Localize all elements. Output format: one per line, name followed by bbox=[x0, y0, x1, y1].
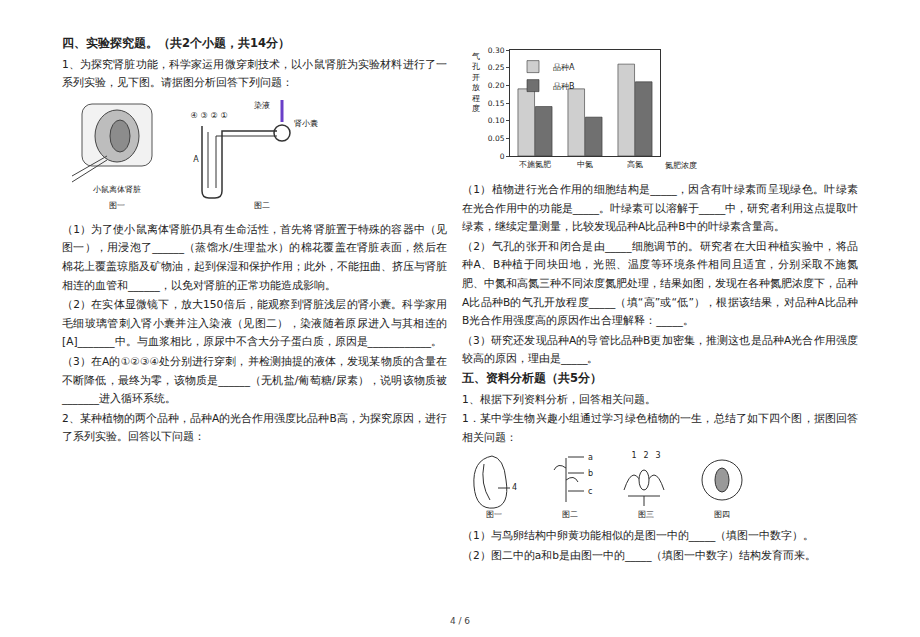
html-text:1．某中学生物兴趣小组通过学习绿色植物的一生，总结了如下四个: 1．某中学生物兴趣小组通过学习绿色植物的一生，总结了如下四个图，据图回答相关问题… bbox=[462, 412, 858, 443]
svg-text:1: 1 bbox=[631, 451, 636, 460]
svg-text:②: ② bbox=[210, 111, 217, 120]
html-text:（1）为了使小鼠离体肾脏仍具有生命活性，首先将肾脏置于特殊的: （1）为了使小鼠离体肾脏仍具有生命活性，首先将肾脏置于特殊的容器中（见图一），用… bbox=[62, 222, 447, 291]
svg-text:0.10: 0.10 bbox=[488, 116, 505, 125]
svg-text:图一: 图一 bbox=[486, 510, 502, 519]
svg-text:图二: 图二 bbox=[254, 201, 270, 210]
svg-text:③: ③ bbox=[200, 111, 207, 120]
svg-text:0: 0 bbox=[500, 152, 505, 161]
svg-text:0.25: 0.25 bbox=[488, 63, 505, 72]
svg-text:中氮: 中氮 bbox=[577, 160, 593, 169]
svg-text:品种A: 品种A bbox=[553, 63, 575, 72]
html-text:（1）与鸟卵结构中卵黄功能相似的是图一中的_____（填图一: （1）与鸟卵结构中卵黄功能相似的是图一中的_____（填图一中数字）。 bbox=[462, 529, 815, 542]
svg-text:品种B: 品种B bbox=[553, 82, 575, 91]
svg-text:小鼠离体肾脏: 小鼠离体肾脏 bbox=[93, 185, 141, 194]
svg-text:染液: 染液 bbox=[254, 101, 270, 110]
html-text:五、资料分析题（共5分）: 五、资料分析题（共5分） bbox=[462, 370, 602, 385]
html-text:2、某种植物的两个品种，品种A的光合作用强度比品种B高，为探: 2、某种植物的两个品种，品种A的光合作用强度比品种B高，为探究原因，进行了系列实… bbox=[62, 411, 447, 443]
html-text:四、实验探究题。（共2个小题，共14分）: 四、实验探究题。（共2个小题，共14分） bbox=[62, 36, 290, 50]
svg-text:高氮: 高氮 bbox=[627, 160, 643, 169]
svg-text:氮肥浓度: 氮肥浓度 bbox=[665, 161, 697, 170]
svg-text:图一: 图一 bbox=[109, 201, 125, 210]
html-text:（1）植物进行光合作用的细胞结构是_____，因含有叶绿素而: （1）植物进行光合作用的细胞结构是_____，因含有叶绿素而呈现绿色。叶绿素在光… bbox=[462, 183, 858, 233]
svg-text:肾小囊: 肾小囊 bbox=[294, 119, 318, 128]
html-text:1、为探究肾脏功能，科学家运用微穿刺技术，以小鼠肾脏为实验材: 1、为探究肾脏功能，科学家运用微穿刺技术，以小鼠肾脏为实验材料进行了一系列实验，… bbox=[62, 57, 447, 89]
svg-text:b: b bbox=[588, 469, 593, 478]
html-text:（3）研究还发现品种A的导管比品种B更加密集，推测这也是品种: （3）研究还发现品种A的导管比品种B更加密集，推测这也是品种A光合作用强度较高的… bbox=[462, 333, 858, 365]
html-text:（3）在A的①②③④处分别进行穿刺，并检测抽提的液体，发现某: （3）在A的①②③④处分别进行穿刺，并检测抽提的液体，发现某物质的含量在不断降低… bbox=[62, 354, 447, 405]
svg-text:0.15: 0.15 bbox=[488, 99, 505, 108]
html-text:（2）图二中的a和b是由图一中的_____（填图一中数字）结: （2）图二中的a和b是由图一中的_____（填图一中数字）结构发育而来。 bbox=[462, 548, 817, 561]
html-text:（2）在实体显微镜下，放大150倍后，能观察到肾脏浅层的肾小: （2）在实体显微镜下，放大150倍后，能观察到肾脏浅层的肾小囊。科学家用毛细玻璃… bbox=[62, 298, 447, 348]
html-text:1、根据下列资料分析，回答相关问题。: 1、根据下列资料分析，回答相关问题。 bbox=[462, 392, 656, 405]
svg-text:2: 2 bbox=[643, 451, 648, 460]
svg-text:0.05: 0.05 bbox=[488, 134, 505, 143]
svg-text:3: 3 bbox=[655, 451, 660, 460]
svg-text:c: c bbox=[588, 487, 592, 496]
svg-text:0.20: 0.20 bbox=[488, 81, 505, 90]
svg-text:图四: 图四 bbox=[714, 510, 730, 519]
svg-text:0.30: 0.30 bbox=[488, 46, 505, 55]
svg-text:①: ① bbox=[220, 111, 227, 120]
svg-text:a: a bbox=[588, 453, 593, 462]
svg-text:图三: 图三 bbox=[638, 510, 654, 519]
svg-text:不施氮肥: 不施氮肥 bbox=[519, 160, 551, 169]
svg-text:A: A bbox=[193, 155, 199, 164]
html-text:4 / 6: 4 / 6 bbox=[449, 616, 471, 626]
svg-text:④: ④ bbox=[190, 111, 197, 120]
svg-text:气孔开放程度: 气孔开放程度 bbox=[472, 52, 480, 113]
svg-text:图二: 图二 bbox=[562, 510, 578, 519]
html-text:（2）气孔的张开和闭合是由_____细胞调节的。研究者在大田: （2）气孔的张开和闭合是由_____细胞调节的。研究者在大田种植实验中，将品种A… bbox=[462, 239, 858, 327]
svg-text:4: 4 bbox=[512, 483, 517, 492]
